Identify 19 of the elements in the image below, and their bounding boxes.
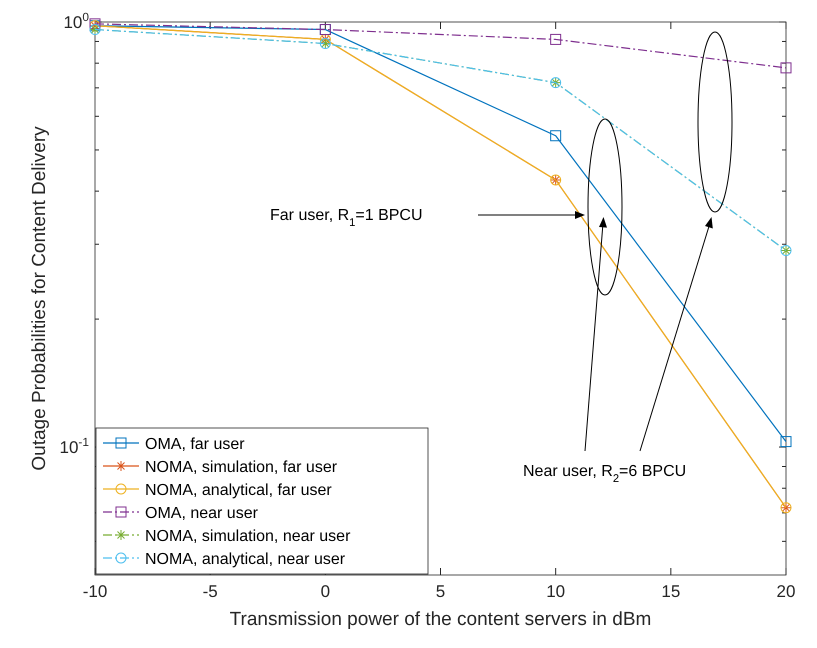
y-axis-title: Outage Probabilities for Content Delivery [29,126,50,471]
x-tick-label: 15 [661,582,680,601]
legend-label: NOMA, simulation, far user [145,459,338,476]
legend-label: NOMA, simulation, near user [145,528,352,545]
x-tick-label: -10 [82,582,108,601]
legend-label: NOMA, analytical, near user [145,551,346,568]
x-axis-title: Transmission power of the content servers in dBm [230,609,652,630]
x-tick-label: 20 [776,582,796,601]
legend-label: OMA, near user [145,505,259,522]
annotation: Far user, R$_{1}$=1 BPCU [270,207,423,229]
y-tick-label: 10$^{0}$ [63,10,90,32]
x-tick-label: -5 [202,582,218,601]
x-tick-label: 10 [546,582,566,601]
y-tick-label: 10$^{-1}$ [60,435,90,458]
x-tick-label: 5 [436,582,446,601]
annotation: Near user, R$_{2}$=6 BPCU [523,463,686,485]
x-tick-label: 0 [320,582,330,601]
legend-label: NOMA, analytical, far user [145,482,332,499]
legend-label: OMA, far user [145,436,246,453]
